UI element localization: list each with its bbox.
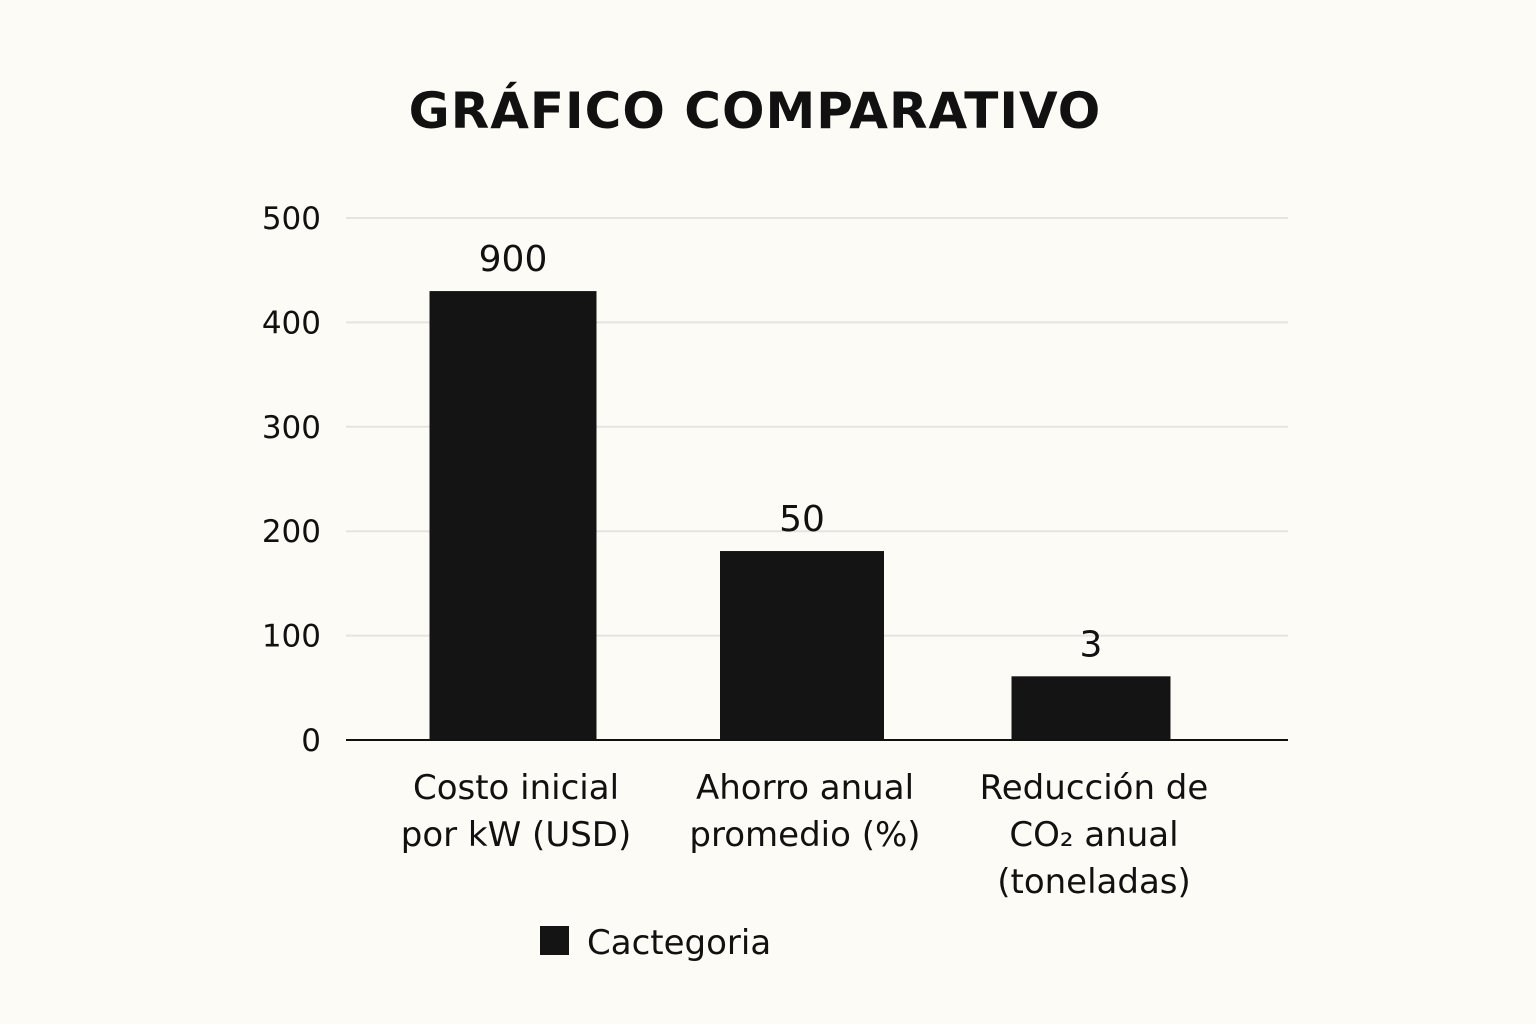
x-tick-label: Costo inicial por kW (USD) xyxy=(401,768,631,855)
data-label: 3 xyxy=(1080,624,1103,665)
y-tick-label: 500 xyxy=(262,201,321,237)
data-label: 50 xyxy=(779,499,825,540)
x-axis-categories: Costo inicial por kW (USD) Ahorro anual pro… xyxy=(401,768,1209,902)
bar xyxy=(429,291,597,740)
y-tick-label: 0 xyxy=(301,723,321,759)
bars xyxy=(429,291,1171,740)
x-tick-label: Reducción de CO₂ anual (toneladas) xyxy=(980,768,1209,902)
y-tick-label: 100 xyxy=(262,619,321,655)
bar xyxy=(1011,676,1171,740)
data-labels: 900 50 3 xyxy=(479,239,1103,665)
bar xyxy=(720,551,884,740)
y-tick-label: 200 xyxy=(262,514,321,550)
chart-title: GRÁFICO COMPARATIVO xyxy=(409,81,1102,140)
legend-label: Cactegoria xyxy=(587,923,771,963)
legend-swatch xyxy=(540,926,569,955)
data-label: 900 xyxy=(479,239,548,280)
x-tick-label: Ahorro anual promedio (%) xyxy=(689,768,920,855)
y-axis-ticks: 0 100 200 300 400 500 xyxy=(262,201,321,759)
y-tick-label: 300 xyxy=(262,410,321,446)
legend: Cactegoria xyxy=(540,923,771,963)
y-tick-label: 400 xyxy=(262,305,321,341)
